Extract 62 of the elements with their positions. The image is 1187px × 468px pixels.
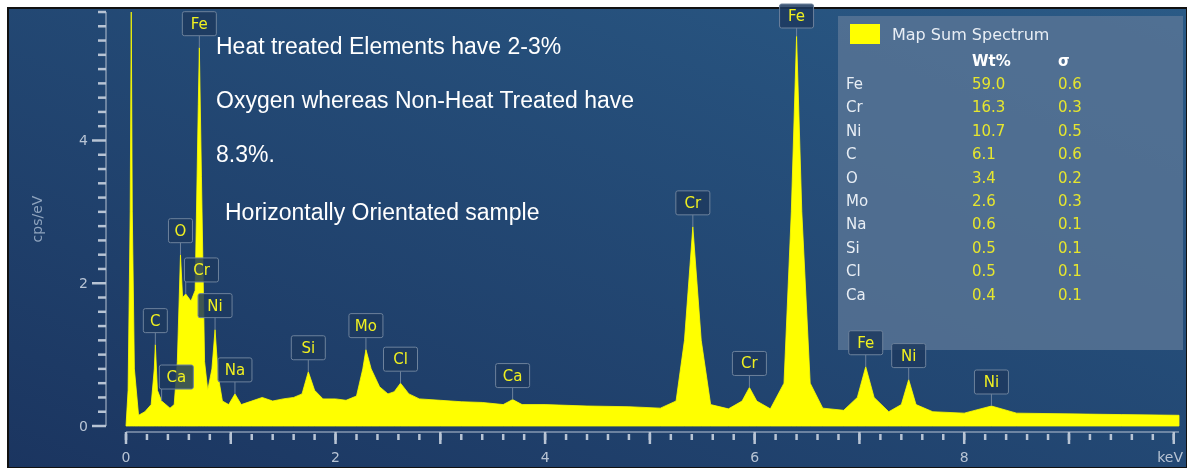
annotation: Ca [502, 366, 523, 385]
annotation: Ni [900, 346, 917, 365]
annotation: 16.3 [972, 98, 1006, 117]
annotation: Na [846, 215, 867, 234]
annotation: 59.0 [972, 75, 1006, 93]
annotation: 0.6 [972, 215, 996, 234]
annotation: 0.3 [1058, 98, 1082, 117]
annotation: 2.6 [972, 192, 996, 210]
annotation: 10.7 [972, 121, 1006, 140]
annotation: 0.4 [972, 285, 996, 304]
annotation: Ca [846, 285, 866, 304]
annotation: Cr [846, 98, 864, 117]
x-axis-title: keV [1157, 449, 1184, 465]
annotation: 0.5 [972, 262, 996, 281]
annotation: Cr [741, 354, 759, 373]
annotation: 0.1 [1058, 285, 1082, 304]
annotation: Fe [788, 7, 806, 25]
annotation: 0.6 [1058, 75, 1082, 93]
annotation: Si [301, 338, 316, 357]
annotation: Mo [846, 192, 869, 210]
text: Heat treated Elements have 2-3% Oxygen whereas Non-Heat Treated have 8.3%. [216, 33, 635, 167]
annotation: 0.6 [1058, 145, 1082, 164]
annotation: 0.5 [972, 238, 996, 257]
annotation: 0.5 [1058, 121, 1082, 140]
x-tick-label: 0 [121, 449, 131, 465]
annotation: 6.1 [972, 145, 996, 164]
annotation: Wt% [972, 52, 1011, 70]
annotation: 0.1 [1058, 238, 1082, 257]
annotation: Cr [684, 193, 702, 212]
x-tick-label: 6 [750, 449, 760, 465]
legend-label: Map Sum Spectrum [892, 25, 1050, 44]
x-tick-label: 2 [331, 449, 341, 465]
annotation: O [174, 221, 187, 240]
x-tick-label: 8 [959, 449, 969, 465]
annotation: 0.2 [1058, 168, 1082, 187]
annotation: Horizontally Orientated sample [225, 199, 540, 225]
annotation: Ni [983, 373, 1000, 392]
y-tick-label: 4 [79, 132, 89, 149]
annotation: Fe [846, 75, 864, 93]
annotation: Ni [846, 121, 862, 140]
annotation: Fe [857, 333, 875, 352]
annotation: 0.1 [1058, 215, 1082, 234]
annotation: Mo [354, 316, 377, 335]
x-tick-label: 4 [540, 449, 550, 465]
y-tick-label: 2 [79, 275, 88, 292]
annotation: Ca [166, 368, 187, 387]
annotation: C [150, 311, 161, 330]
annotation: 0.3 [1058, 192, 1082, 210]
annotation: Cl [393, 350, 408, 369]
y-axis-title: cps/eV [29, 195, 45, 243]
annotation: Na [224, 360, 246, 379]
annotation: 0.1 [1058, 262, 1082, 281]
annotation: Ni [207, 296, 223, 315]
annotation: Fe [190, 14, 208, 33]
annotation: σ [1058, 52, 1070, 70]
annotation: 3.4 [972, 168, 996, 187]
annotation: Si [846, 238, 860, 257]
y-tick-label: 0 [79, 418, 88, 434]
annotation: O [846, 168, 858, 187]
annotation: Cr [193, 260, 211, 279]
annotation: Cl [846, 262, 861, 281]
annotation: C [846, 145, 857, 164]
